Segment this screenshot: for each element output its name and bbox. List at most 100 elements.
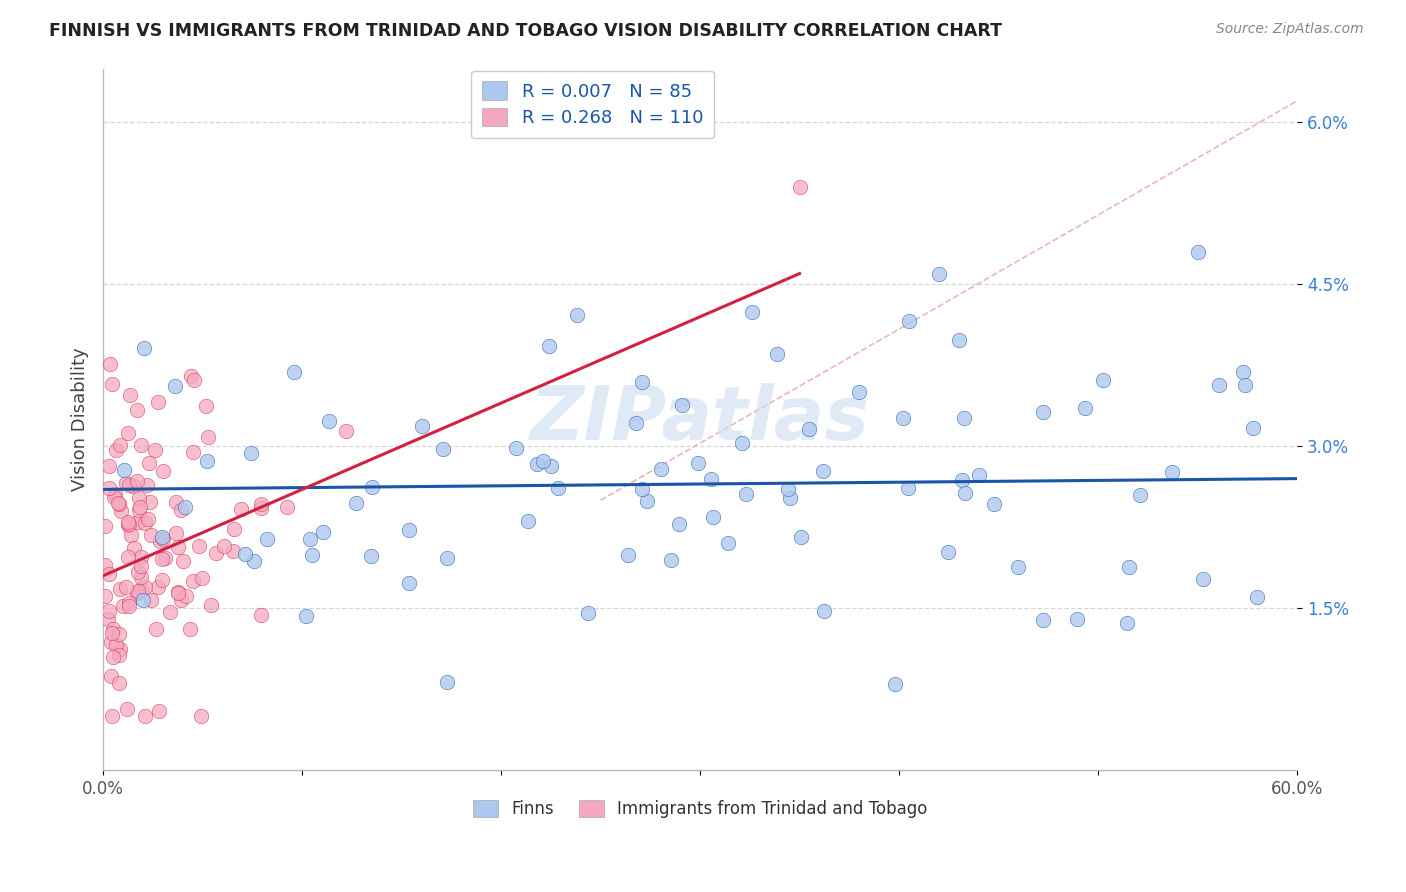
- Point: [547, 481, 569, 495]
- Point: [148, 704, 170, 718]
- Point: [630, 482, 652, 496]
- Point: [104, 486, 127, 500]
- Point: [256, 532, 278, 546]
- Point: [776, 482, 799, 496]
- Point: [118, 599, 141, 614]
- Point: [149, 534, 172, 549]
- Point: [699, 472, 721, 486]
- Text: Source: ZipAtlas.com: Source: ZipAtlas.com: [1216, 22, 1364, 37]
- Point: [848, 385, 870, 400]
- Point: [117, 425, 139, 440]
- Point: [139, 494, 162, 508]
- Point: [928, 267, 950, 281]
- Point: [132, 592, 155, 607]
- Point: [576, 607, 599, 621]
- Point: [360, 480, 382, 494]
- Point: [132, 341, 155, 355]
- Point: [110, 504, 132, 518]
- Point: [1092, 373, 1115, 387]
- Point: [138, 456, 160, 470]
- Point: [636, 494, 658, 508]
- Point: [301, 548, 323, 562]
- Point: [505, 441, 527, 455]
- Point: [101, 626, 124, 640]
- Point: [526, 458, 548, 472]
- Point: [1129, 488, 1152, 502]
- Point: [671, 398, 693, 412]
- Point: [180, 369, 202, 384]
- Point: [112, 599, 135, 613]
- Point: [344, 496, 367, 510]
- Point: [117, 517, 139, 532]
- Point: [1073, 401, 1095, 415]
- Point: [950, 473, 973, 487]
- Text: ZIPatlas: ZIPatlas: [530, 383, 870, 456]
- Y-axis label: Vision Disability: Vision Disability: [72, 347, 89, 491]
- Point: [103, 490, 125, 504]
- Point: [107, 648, 129, 663]
- Point: [1187, 244, 1209, 259]
- Point: [811, 464, 834, 478]
- Point: [1007, 560, 1029, 574]
- Point: [129, 570, 152, 584]
- Point: [150, 530, 173, 544]
- Point: [136, 478, 159, 492]
- Point: [983, 497, 1005, 511]
- Point: [616, 548, 638, 562]
- Point: [249, 501, 271, 516]
- Point: [250, 607, 273, 622]
- Point: [531, 453, 554, 467]
- Point: [249, 497, 271, 511]
- Point: [100, 709, 122, 723]
- Point: [127, 565, 149, 579]
- Point: [141, 528, 163, 542]
- Point: [813, 604, 835, 618]
- Point: [295, 609, 318, 624]
- Point: [127, 583, 149, 598]
- Point: [436, 675, 458, 690]
- Point: [136, 512, 159, 526]
- Point: [1233, 378, 1256, 392]
- Point: [98, 566, 121, 581]
- Point: [108, 497, 131, 511]
- Point: [127, 586, 149, 600]
- Point: [107, 496, 129, 510]
- Point: [105, 638, 128, 652]
- Point: [134, 709, 156, 723]
- Point: [150, 551, 173, 566]
- Point: [98, 481, 121, 495]
- Point: [195, 453, 218, 467]
- Point: [174, 589, 197, 603]
- Point: [797, 422, 820, 436]
- Point: [565, 309, 588, 323]
- Point: [630, 376, 652, 390]
- Point: [190, 709, 212, 723]
- Point: [1232, 365, 1254, 379]
- Point: [166, 585, 188, 599]
- Point: [98, 357, 121, 371]
- Point: [166, 541, 188, 555]
- Point: [143, 443, 166, 458]
- Point: [134, 516, 156, 530]
- Point: [145, 622, 167, 636]
- Point: [194, 399, 217, 413]
- Point: [148, 395, 170, 409]
- Point: [661, 553, 683, 567]
- Point: [150, 573, 173, 587]
- Point: [436, 551, 458, 566]
- Point: [134, 581, 156, 595]
- Point: [127, 474, 149, 488]
- Point: [243, 554, 266, 568]
- Point: [183, 374, 205, 388]
- Point: [94, 558, 117, 572]
- Point: [183, 574, 205, 588]
- Point: [108, 642, 131, 657]
- Point: [94, 518, 117, 533]
- Point: [741, 305, 763, 319]
- Point: [1066, 612, 1088, 626]
- Point: [1118, 560, 1140, 574]
- Point: [100, 635, 122, 649]
- Text: FINNISH VS IMMIGRANTS FROM TRINIDAD AND TOBAGO VISION DISABILITY CORRELATION CHA: FINNISH VS IMMIGRANTS FROM TRINIDAD AND …: [49, 22, 1002, 40]
- Point: [883, 676, 905, 690]
- Point: [398, 575, 420, 590]
